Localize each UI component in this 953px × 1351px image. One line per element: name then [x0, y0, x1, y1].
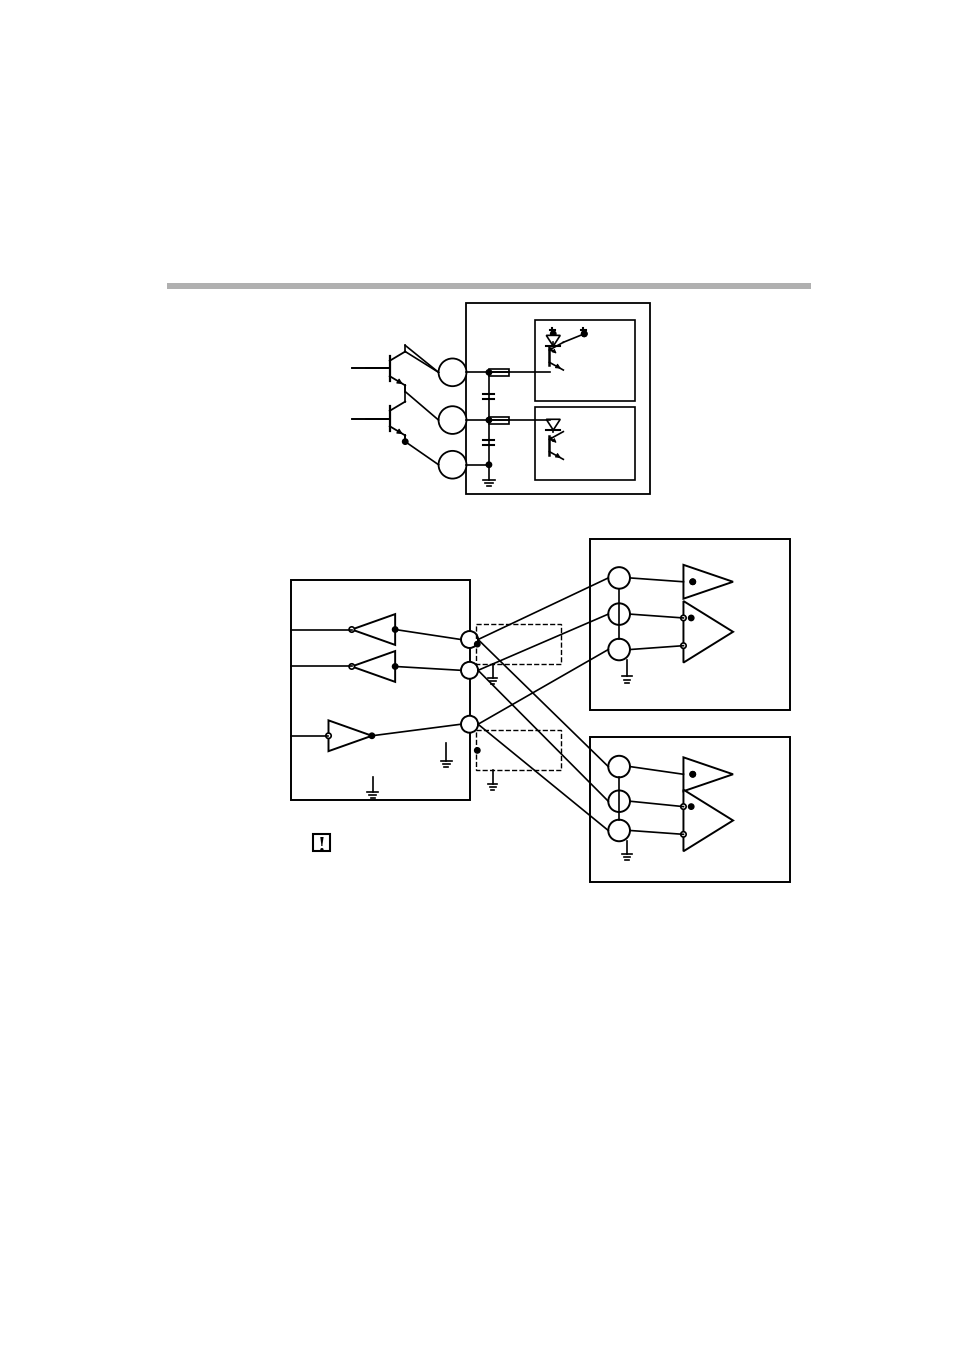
- Circle shape: [680, 832, 685, 838]
- Circle shape: [349, 627, 355, 632]
- Text: !: !: [317, 836, 325, 855]
- Polygon shape: [682, 758, 732, 792]
- Circle shape: [608, 567, 629, 589]
- Bar: [488, 369, 509, 376]
- Circle shape: [608, 755, 629, 777]
- Circle shape: [460, 662, 477, 678]
- Polygon shape: [352, 615, 395, 644]
- Circle shape: [474, 747, 479, 753]
- Bar: [590, 539, 789, 711]
- Circle shape: [608, 820, 629, 842]
- Bar: [488, 416, 509, 423]
- Circle shape: [438, 407, 466, 434]
- Circle shape: [392, 663, 397, 669]
- Circle shape: [438, 358, 466, 386]
- Circle shape: [486, 462, 491, 467]
- Bar: [534, 407, 635, 480]
- Circle shape: [608, 790, 629, 812]
- Bar: [534, 320, 635, 401]
- Circle shape: [486, 417, 491, 423]
- Polygon shape: [546, 335, 559, 346]
- Circle shape: [402, 439, 408, 444]
- Circle shape: [689, 771, 695, 777]
- Circle shape: [486, 370, 491, 376]
- Circle shape: [392, 627, 397, 632]
- Circle shape: [369, 734, 375, 739]
- Bar: [291, 580, 469, 800]
- Bar: [313, 834, 330, 851]
- Circle shape: [474, 642, 479, 647]
- Circle shape: [608, 639, 629, 661]
- Circle shape: [689, 580, 695, 585]
- Circle shape: [550, 331, 556, 336]
- Circle shape: [581, 331, 586, 336]
- Circle shape: [608, 604, 629, 626]
- Circle shape: [460, 716, 477, 732]
- Polygon shape: [546, 419, 559, 430]
- Circle shape: [680, 615, 685, 620]
- Bar: [465, 303, 649, 494]
- Polygon shape: [328, 720, 372, 751]
- Bar: [590, 738, 789, 882]
- Polygon shape: [682, 565, 732, 598]
- Polygon shape: [352, 651, 395, 682]
- Circle shape: [460, 631, 477, 648]
- Circle shape: [349, 663, 355, 669]
- Circle shape: [689, 771, 695, 777]
- Circle shape: [325, 734, 331, 739]
- Circle shape: [581, 331, 586, 336]
- Circle shape: [438, 451, 466, 478]
- Bar: [476, 624, 560, 665]
- Circle shape: [688, 804, 693, 809]
- Circle shape: [688, 615, 693, 620]
- Bar: [476, 731, 560, 770]
- Polygon shape: [682, 601, 732, 662]
- Bar: [167, 282, 810, 289]
- Circle shape: [680, 804, 685, 809]
- Polygon shape: [682, 790, 732, 851]
- Circle shape: [689, 580, 695, 585]
- Circle shape: [680, 643, 685, 648]
